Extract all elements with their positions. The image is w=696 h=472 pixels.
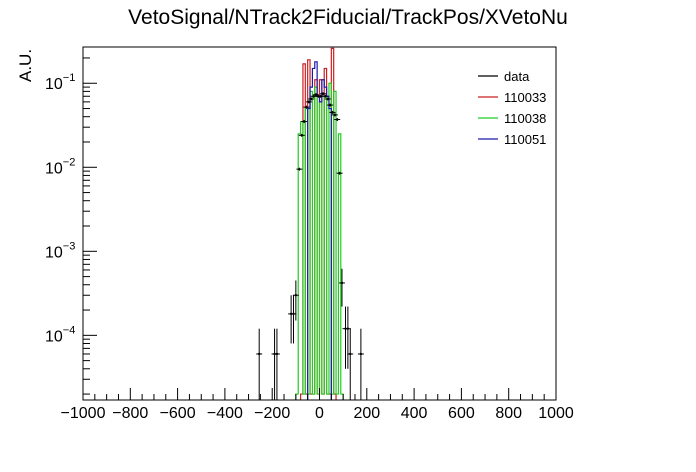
y-tick-label: 10−2 [45, 156, 75, 177]
legend-label: 110038 [504, 111, 546, 126]
data-point [301, 120, 308, 124]
data-point [324, 97, 331, 101]
point-marker [349, 352, 352, 356]
data-point [329, 110, 336, 114]
x-tick-label: 200 [353, 405, 380, 422]
x-tick-label: −600 [160, 405, 196, 422]
data-point [334, 118, 341, 122]
histograms [295, 47, 344, 400]
x-tick-label: 800 [495, 405, 522, 422]
data-point [256, 328, 263, 400]
point-marker [257, 352, 261, 356]
data-point [303, 105, 310, 109]
point-marker [346, 327, 350, 330]
point-marker [326, 97, 329, 101]
data-points [256, 92, 364, 400]
point-marker [338, 172, 341, 175]
x-tick-label: −200 [254, 405, 290, 422]
point-marker [340, 281, 344, 285]
point-marker [314, 93, 318, 96]
y-tick-label: 10−3 [45, 240, 75, 261]
data-point [338, 268, 345, 307]
point-marker [328, 103, 332, 107]
point-marker [319, 95, 322, 98]
point-marker [359, 352, 363, 356]
y-axis: 10−4 10−3 10−2 10−1 [45, 57, 97, 395]
y-axis-label: A.U. [16, 49, 35, 82]
point-marker [302, 120, 306, 123]
point-marker [298, 167, 301, 171]
y-tick-label: 10−1 [45, 72, 75, 93]
point-marker [292, 312, 295, 316]
legend-item-data: data [478, 69, 530, 84]
x-tick-label: 600 [448, 405, 475, 422]
legend-label: data [504, 69, 530, 84]
point-marker [310, 97, 313, 101]
point-marker [324, 95, 327, 98]
x-tick-label: 0 [315, 405, 324, 422]
data-point [292, 280, 299, 321]
legend-label: 110033 [504, 90, 546, 105]
chart-title: VetoSignal/NTrack2Fiducial/TrackPos/XVet… [128, 6, 568, 29]
x-tick-label: −400 [207, 405, 243, 422]
point-marker [336, 118, 339, 121]
data-point [347, 328, 354, 400]
point-marker [294, 294, 298, 297]
x-tick-label: −800 [112, 405, 148, 422]
y-tick-label: 10−4 [45, 324, 75, 345]
legend: data 110033 110038 110051 [478, 69, 546, 147]
data-point [308, 97, 315, 101]
point-marker [300, 134, 303, 137]
data-point [296, 167, 303, 171]
point-marker [275, 352, 279, 356]
legend-item-110051: 110051 [478, 132, 546, 147]
data-point [305, 100, 312, 104]
point-marker [305, 105, 308, 109]
x-tick-label: 1000 [538, 405, 574, 422]
point-marker [331, 111, 334, 114]
point-marker [333, 113, 337, 117]
legend-item-110038: 110038 [478, 111, 546, 126]
legend-item-110033: 110033 [478, 90, 546, 105]
x-tick-label: −1000 [61, 405, 106, 422]
data-point [312, 93, 319, 97]
data-point [331, 113, 338, 117]
x-axis: −1000 −800 −600 −400 −200 0 200 400 600 800 1000 [61, 388, 574, 422]
data-point [320, 92, 327, 96]
point-marker [307, 100, 311, 104]
data-point [357, 328, 364, 400]
data-point [273, 328, 280, 400]
legend-label: 110051 [504, 132, 546, 147]
data-point [336, 171, 343, 175]
point-marker [312, 95, 315, 98]
series-110038-histogram [295, 82, 344, 400]
data-point [322, 94, 329, 98]
data-point [298, 133, 305, 137]
point-marker [321, 92, 325, 95]
data-point [327, 103, 334, 107]
x-tick-label: 400 [401, 405, 428, 422]
